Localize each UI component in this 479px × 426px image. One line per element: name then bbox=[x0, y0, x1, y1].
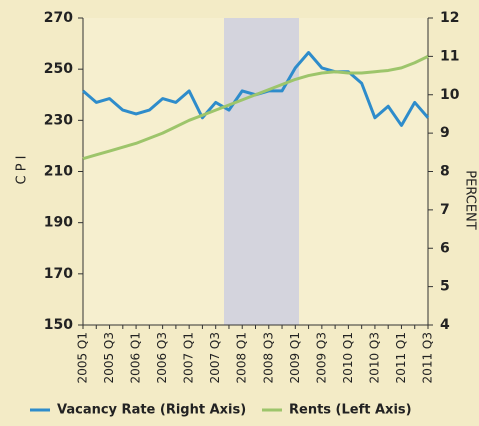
x-tick-label: 2007 Q3 bbox=[208, 332, 222, 383]
y2-tick-label: 10 bbox=[440, 87, 460, 103]
x-tick-label: 2005 Q1 bbox=[76, 332, 90, 383]
series-line bbox=[82, 55, 429, 161]
y-tick-label: 250 bbox=[44, 61, 73, 77]
x-tick-label: 2010 Q1 bbox=[341, 332, 355, 383]
x-tick-label: 2006 Q1 bbox=[129, 332, 143, 383]
x-tick-label: 2006 Q3 bbox=[155, 332, 169, 383]
y-tick-label: 230 bbox=[44, 112, 73, 128]
recession-shade bbox=[224, 18, 299, 325]
x-tick-label: 2011 Q1 bbox=[394, 332, 408, 383]
x-tick-label: 2011 Q3 bbox=[421, 332, 435, 383]
y2-tick-label: 12 bbox=[440, 10, 459, 26]
y2-tick-label: 11 bbox=[440, 48, 459, 64]
x-tick-label: 2009 Q1 bbox=[288, 332, 302, 383]
x-tick-label: 2008 Q1 bbox=[235, 332, 249, 383]
y-tick-label: 150 bbox=[44, 317, 73, 333]
x-tick-label: 2009 Q3 bbox=[314, 332, 328, 383]
y-tick-label: 170 bbox=[44, 266, 73, 282]
y-axis-label: C P I bbox=[15, 155, 30, 184]
x-tick-label: 2010 Q3 bbox=[367, 332, 381, 383]
x-tick-label: 2008 Q3 bbox=[261, 332, 275, 383]
y2-tick-label: 8 bbox=[440, 164, 450, 180]
y2-axis-label: PERCENT bbox=[463, 170, 478, 229]
y2-tick-label: 5 bbox=[440, 279, 450, 295]
legend-label: Vacancy Rate (Right Axis) bbox=[57, 403, 246, 418]
y-tick-label: 270 bbox=[44, 10, 73, 26]
y2-tick-label: 4 bbox=[440, 317, 450, 333]
y2-tick-label: 6 bbox=[440, 240, 450, 256]
x-tick-label: 2005 Q3 bbox=[102, 332, 116, 383]
y-tick-label: 190 bbox=[44, 215, 73, 231]
y2-tick-label: 9 bbox=[440, 125, 450, 141]
y-tick-label: 210 bbox=[44, 164, 73, 180]
x-tick-label: 2007 Q1 bbox=[182, 332, 196, 383]
y2-tick-label: 7 bbox=[440, 202, 450, 218]
legend-label: Rents (Left Axis) bbox=[289, 403, 412, 418]
